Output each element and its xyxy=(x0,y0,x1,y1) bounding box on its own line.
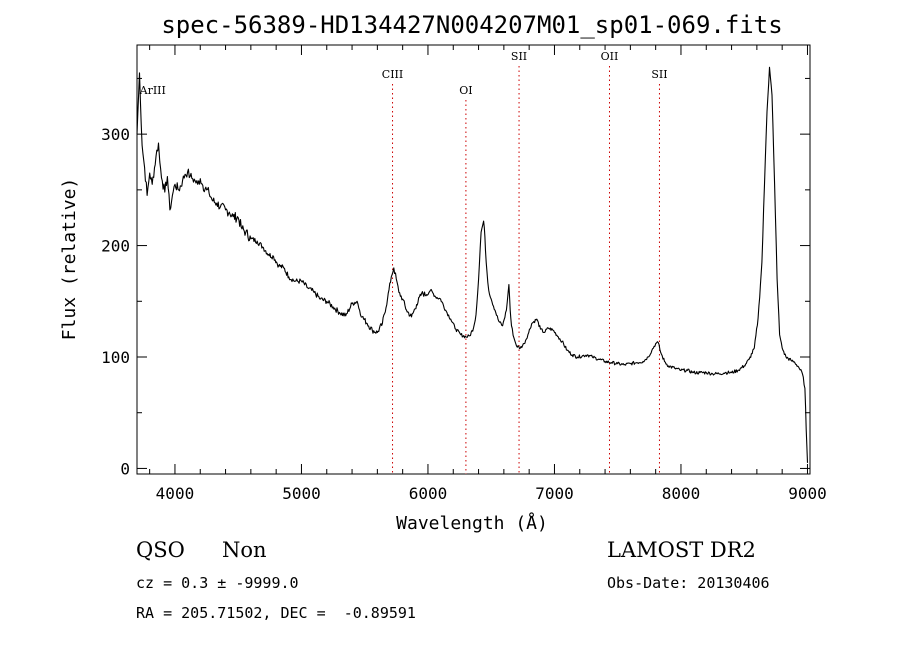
x-tick-label: 7000 xyxy=(535,484,574,503)
plot-frame xyxy=(136,44,811,475)
y-axis: 0 100 200 300 xyxy=(101,77,810,478)
x-tick-label: 6000 xyxy=(409,484,448,503)
x-tick-label: 5000 xyxy=(282,484,321,503)
emission-line-label: ArIII xyxy=(139,84,166,97)
emission-line-label: SII xyxy=(511,50,527,63)
redshift-info: cz = 0.3 ± -9999.0 xyxy=(136,574,299,592)
y-tick-label: 100 xyxy=(101,348,130,367)
observation-date: Obs-Date: 20130406 xyxy=(607,574,770,592)
emission-line-label: SII xyxy=(651,68,667,81)
emission-line-markers: ArIII CIII OI SII OII SII xyxy=(139,50,668,474)
emission-line-label: OI xyxy=(459,84,472,97)
x-axis-label: Wavelength (Å) xyxy=(396,512,548,534)
y-axis-label: Flux (relative) xyxy=(59,178,80,341)
x-tick-label: 8000 xyxy=(662,484,701,503)
x-axis: 4000 5000 6000 7000 8000 9000 xyxy=(149,45,827,503)
x-tick-label: 9000 xyxy=(788,484,827,503)
emission-line-label: CIII xyxy=(382,68,403,81)
object-class: QSO xyxy=(136,538,185,562)
survey-name: LAMOST DR2 xyxy=(607,538,756,562)
coordinates-info: RA = 205.71502, DEC = -0.89591 xyxy=(136,604,416,622)
y-tick-label: 0 xyxy=(120,459,130,478)
emission-line-label: OII xyxy=(601,50,619,63)
object-subclass: Non xyxy=(222,538,267,562)
y-tick-label: 300 xyxy=(101,125,130,144)
flux-series-line xyxy=(136,66,809,463)
chart-title: spec-56389-HD134427N004207M01_sp01-069.f… xyxy=(161,11,782,39)
x-tick-label: 4000 xyxy=(156,484,195,503)
y-tick-label: 200 xyxy=(101,237,130,256)
